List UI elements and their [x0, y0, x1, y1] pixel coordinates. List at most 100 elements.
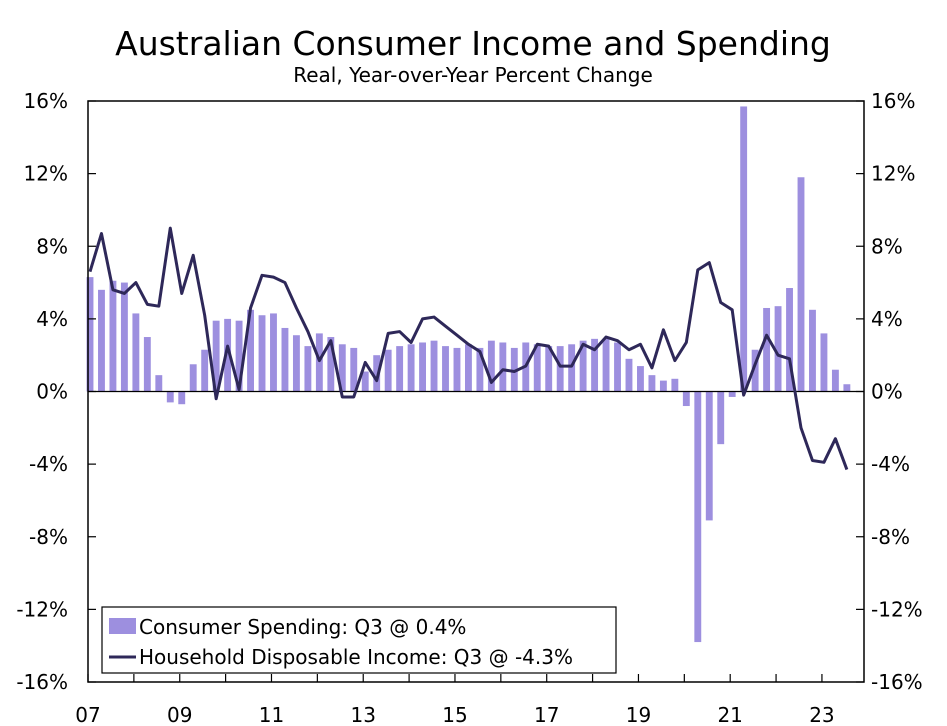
spending-bar — [843, 384, 851, 392]
spending-bar — [361, 371, 369, 392]
y-tick-label-right: 0% — [871, 380, 903, 404]
legend-spending-swatch — [109, 618, 136, 634]
spending-bar — [705, 391, 713, 521]
spending-bar — [189, 364, 197, 392]
spending-bar — [568, 344, 576, 392]
spending-bar — [315, 333, 323, 392]
spending-bar — [728, 391, 736, 397]
spending-bar — [212, 320, 220, 392]
x-tick-label: 15 — [442, 703, 467, 726]
spending-bar — [797, 177, 805, 392]
y-tick-label-left: -16% — [16, 670, 68, 694]
y-tick-label-right: -16% — [871, 670, 923, 694]
spending-bar — [499, 342, 507, 392]
x-tick-label: 07 — [75, 703, 100, 726]
spending-bar — [648, 375, 656, 392]
x-tick-label: 09 — [167, 703, 192, 726]
spending-bar — [373, 355, 381, 392]
y-tick-label-left: 0% — [36, 380, 68, 404]
y-tick-label-right: 8% — [871, 234, 903, 258]
spending-bar — [419, 342, 426, 392]
spending-bar — [510, 347, 518, 392]
spending-bar — [384, 349, 392, 392]
spending-bar — [235, 320, 243, 392]
spending-bar — [545, 346, 553, 392]
spending-bar — [659, 380, 667, 392]
y-tick-label-right: -12% — [871, 597, 923, 621]
chart-subtitle: Real, Year-over-Year Percent Change — [293, 63, 653, 87]
spending-bar — [155, 375, 163, 392]
spending-bar — [740, 106, 748, 392]
spending-bar — [109, 280, 117, 392]
y-tick-label-left: 4% — [36, 307, 68, 331]
spending-bar — [258, 315, 266, 392]
y-tick-label-right: 12% — [871, 162, 915, 186]
chart-title: Australian Consumer Income and Spending — [115, 24, 831, 63]
x-tick-label: 23 — [809, 703, 834, 726]
y-tick-label-left: -4% — [29, 452, 68, 476]
spending-bar — [327, 337, 335, 392]
x-tick-label: 19 — [626, 703, 651, 726]
spending-bar — [430, 340, 438, 392]
spending-bar — [694, 391, 702, 643]
spending-bar — [281, 327, 289, 392]
spending-bar — [270, 313, 277, 392]
spending-bar — [120, 282, 128, 392]
spending-bar — [247, 309, 254, 392]
legend-income-label: Household Disposable Income: Q3 @ -4.3% — [139, 645, 573, 669]
y-tick-label-right: 16% — [871, 89, 915, 113]
y-tick-label-right: -8% — [871, 525, 910, 549]
legend-spending-label: Consumer Spending: Q3 @ 0.4% — [139, 615, 466, 639]
spending-bar — [224, 318, 232, 392]
spending-bar — [682, 391, 690, 407]
spending-bar — [591, 338, 599, 392]
y-tick-label-left: -8% — [29, 525, 68, 549]
spending-bar — [751, 349, 759, 392]
y-tick-label-left: 16% — [24, 89, 68, 113]
income-line — [88, 226, 849, 471]
y-tick-label-left: 8% — [36, 234, 68, 258]
spending-bar — [637, 366, 644, 392]
spending-bar — [166, 391, 174, 403]
spending-bar — [809, 309, 816, 392]
spending-bar — [786, 288, 793, 392]
spending-bar — [614, 342, 621, 392]
legend: Consumer Spending: Q3 @ 0.4% Household D… — [101, 606, 617, 674]
spending-bar — [396, 346, 404, 392]
spending-bar — [820, 333, 828, 392]
spending-bar — [671, 378, 679, 392]
spending-bar — [201, 349, 209, 392]
x-tick-label: 13 — [350, 703, 375, 726]
spending-bar — [831, 369, 839, 392]
spending-bar — [763, 307, 771, 392]
x-tick-label: 17 — [534, 703, 559, 726]
spending-bar — [717, 391, 725, 445]
spending-bar — [579, 340, 587, 392]
y-tick-label-left: -12% — [16, 597, 68, 621]
spending-bar — [465, 344, 472, 392]
spending-bar — [132, 313, 140, 392]
spending-bar — [98, 289, 105, 392]
spending-bar — [292, 335, 300, 392]
spending-bar — [350, 347, 358, 392]
spending-bar — [143, 337, 151, 392]
legend-box — [101, 606, 617, 674]
y-tick-label-right: -4% — [871, 452, 910, 476]
spending-bar — [556, 346, 564, 392]
spending-bars — [86, 106, 851, 643]
spending-bar — [86, 277, 94, 392]
spending-bar — [338, 344, 346, 392]
income-line-group — [88, 226, 849, 471]
spending-bar — [442, 346, 449, 392]
y-axis: 16% 16% 12% 12% 8% 8% 4% 4% 0% 0% -4% -4% -8% -8% -12%… — [16, 89, 922, 694]
spending-bar — [602, 338, 610, 392]
spending-bar — [476, 347, 484, 392]
spending-bar — [487, 340, 495, 392]
x-axis: 07 09 11 13 15 17 19 21 23 — [75, 674, 835, 726]
spending-bar — [625, 358, 633, 392]
spending-bar — [407, 344, 415, 392]
y-tick-label-left: 12% — [24, 162, 68, 186]
x-tick-label: 11 — [259, 703, 284, 726]
